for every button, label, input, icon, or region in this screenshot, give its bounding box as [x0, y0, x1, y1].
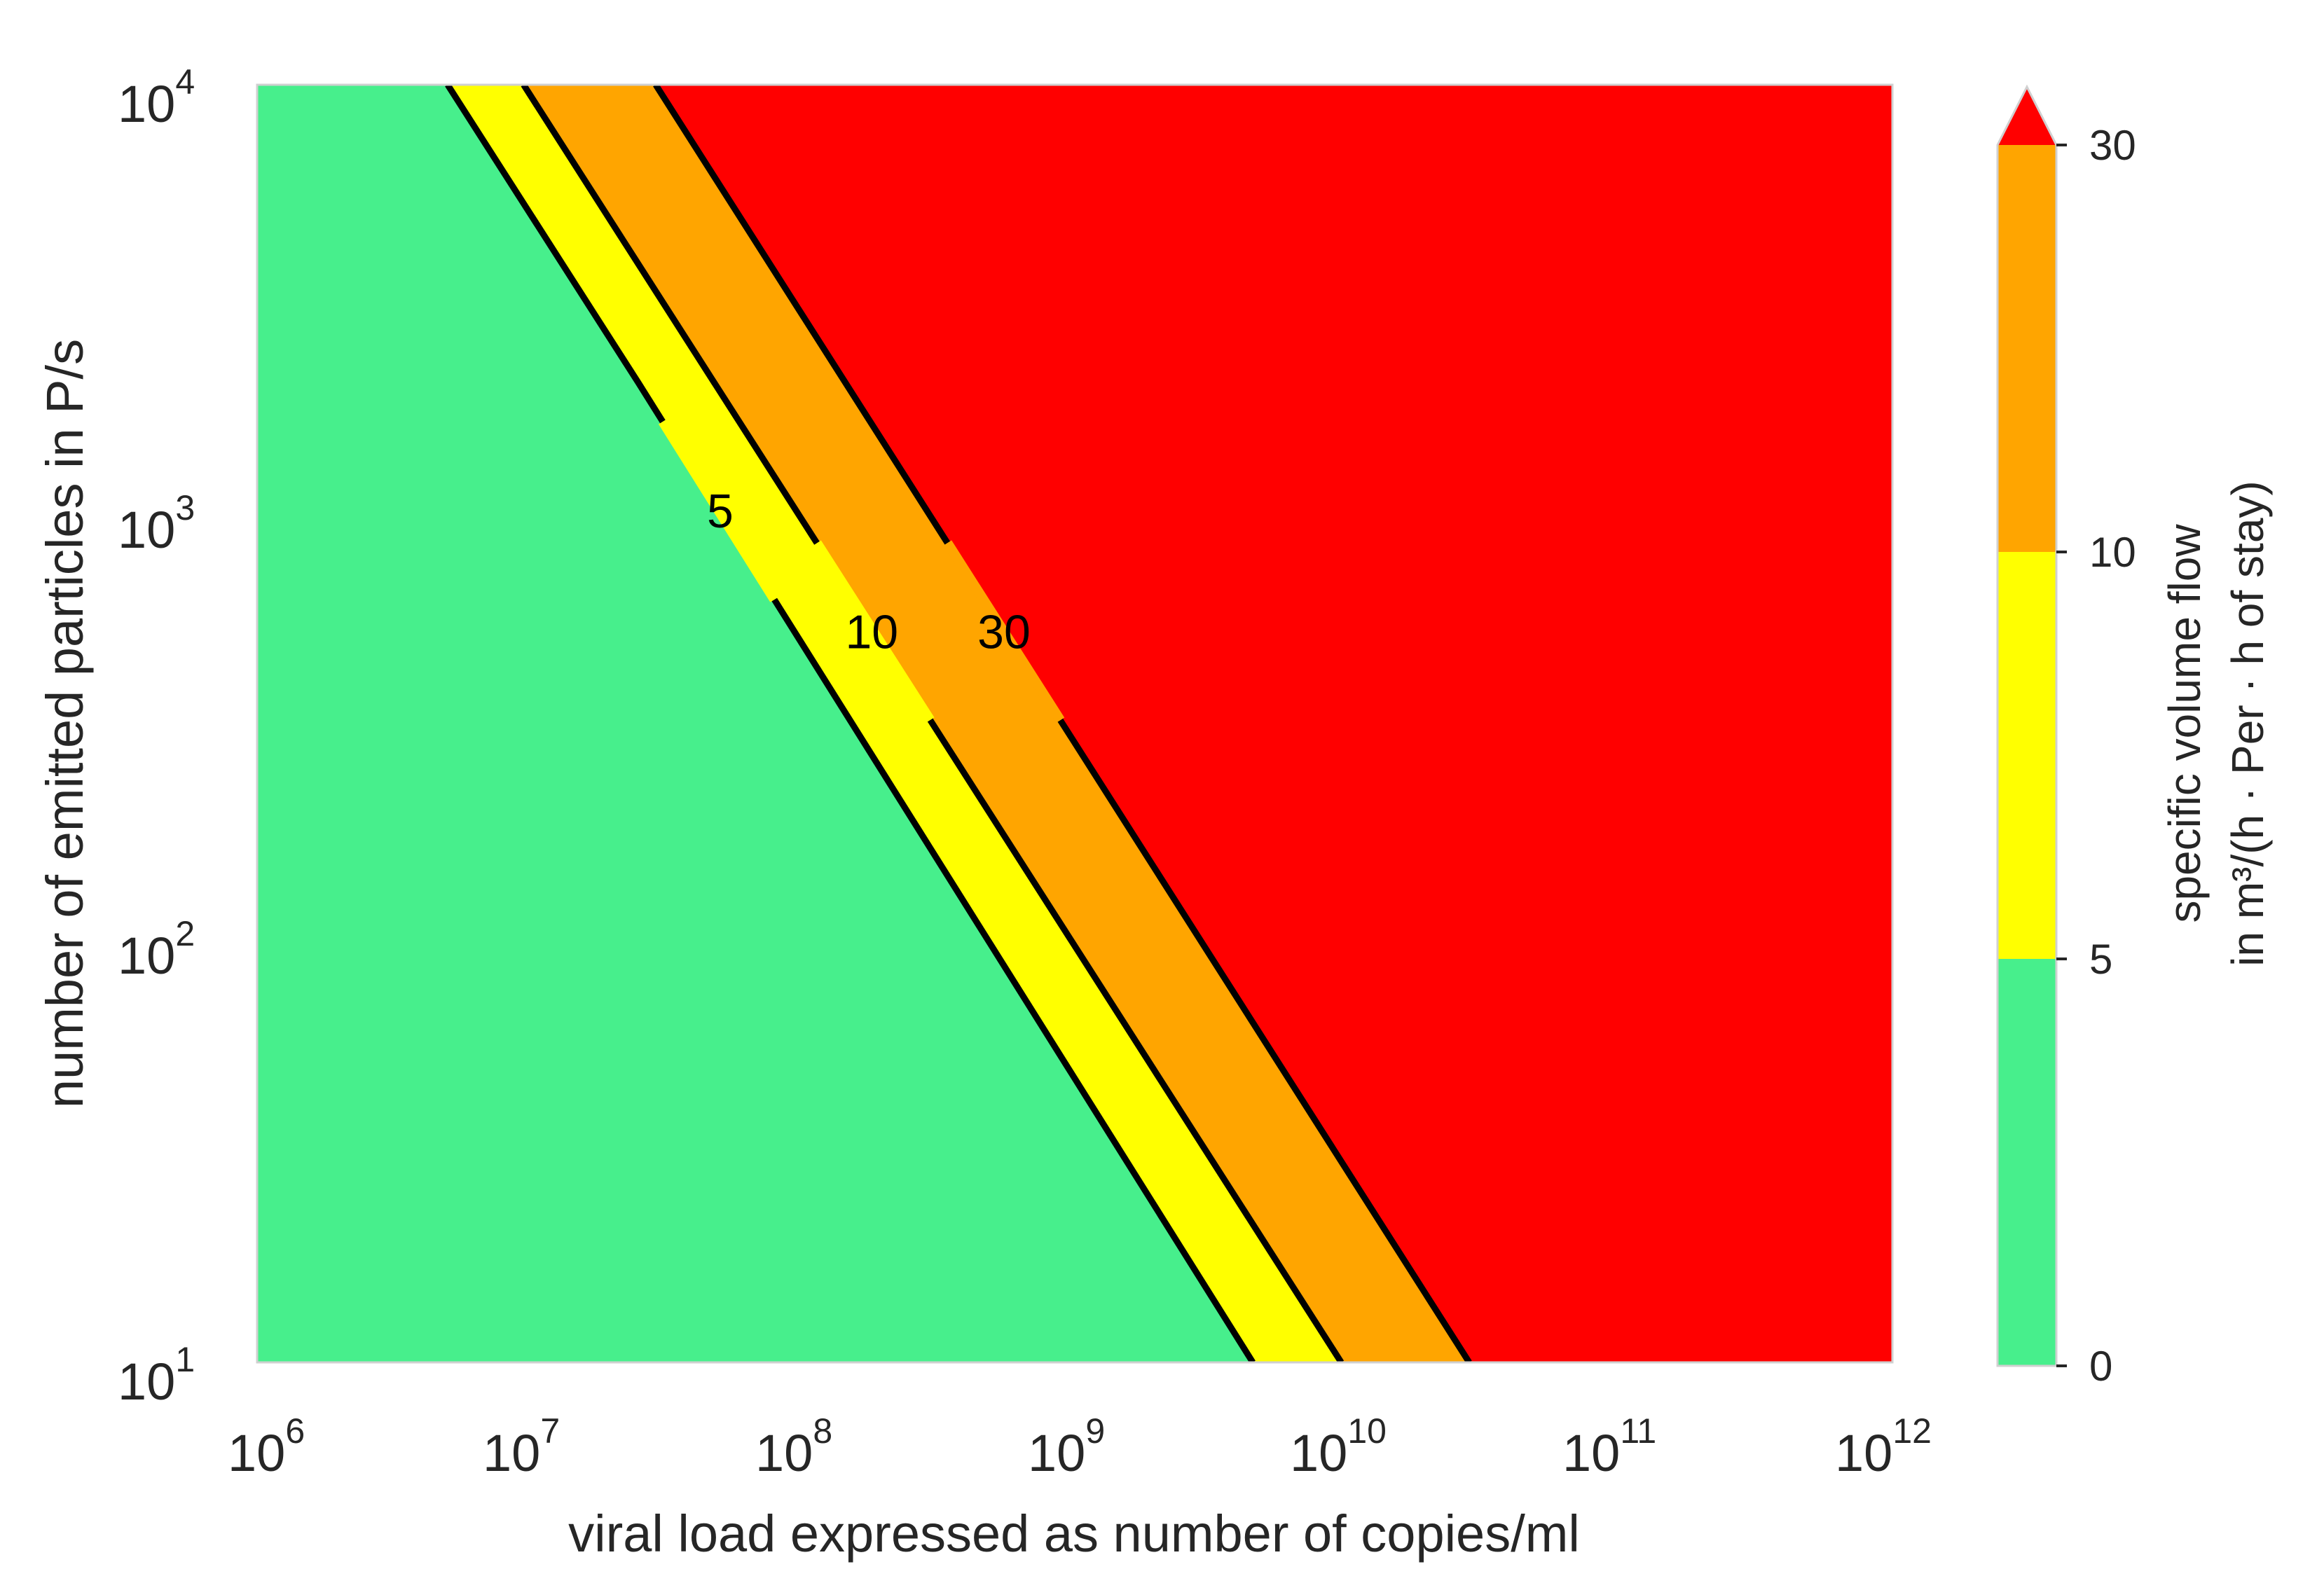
colorbar-tick-label: 5 — [2089, 936, 2112, 983]
contour-label-gap-5 — [658, 419, 779, 602]
x-tick-label: 1011 — [1562, 1411, 1656, 1482]
y-axis-label: number of emitted particles in P/s — [36, 339, 94, 1108]
y-tick-label: 101 — [118, 1340, 195, 1411]
x-tick-label: 109 — [1028, 1411, 1105, 1482]
colorbar-segment-0-5 — [1998, 959, 2056, 1366]
contour-region-30 — [655, 85, 1892, 1362]
plot-frame — [256, 83, 1894, 1364]
y-tick-label: 104 — [118, 62, 195, 133]
y-tick-label: 102 — [118, 914, 195, 985]
x-axis: 106 107 108 109 1010 1011 1012 — [228, 1411, 1932, 1482]
colorbar-label-line1: specific volume flow — [2159, 524, 2210, 923]
x-tick-label: 1012 — [1835, 1411, 1932, 1482]
x-axis-label: viral load expressed as number of copies… — [568, 1505, 1580, 1563]
colorbar-segment-5-10 — [1998, 552, 2056, 959]
colorbar-extend-arrow — [1998, 87, 2056, 145]
contour-label-5: 5 — [707, 485, 734, 538]
colorbar-tick-label: 30 — [2089, 122, 2136, 169]
x-tick-label: 107 — [483, 1411, 560, 1482]
colorbar-outline — [1996, 84, 2058, 1367]
colorbar: 0 5 10 30 specific volume flow in m³/(h … — [1996, 84, 2273, 1390]
contour-label-30: 30 — [977, 606, 1031, 659]
x-tick-label: 106 — [228, 1411, 305, 1482]
contour-line-5 — [445, 85, 1256, 1362]
x-tick-label: 1010 — [1290, 1411, 1387, 1482]
contour-line-10 — [521, 85, 1345, 1362]
contour-label-gap-10 — [813, 540, 935, 723]
y-tick-label: 103 — [118, 488, 195, 559]
contour-label-gap-30 — [943, 540, 1065, 723]
x-tick-label: 108 — [755, 1411, 832, 1482]
colorbar-tick-label: 0 — [2089, 1343, 2112, 1390]
contour-label-10: 10 — [845, 606, 898, 659]
contour-line-30 — [653, 85, 1472, 1362]
colorbar-tick-label: 10 — [2089, 529, 2136, 576]
y-axis: 101 102 103 104 — [118, 62, 195, 1411]
colorbar-label-line2: in m³/(h · Per · h of stay) — [2222, 481, 2273, 966]
colorbar-segment-10-30 — [1998, 145, 2056, 552]
plot-area — [257, 85, 1892, 1362]
